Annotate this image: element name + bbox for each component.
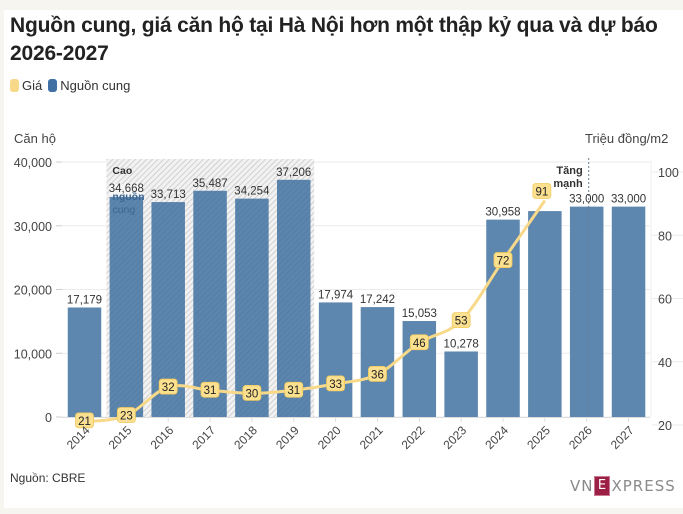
bar-labels: 17,179 34,668 33,713 35,487 34,254 37,206 17,9… <box>67 165 646 350</box>
x-tick-label: 2015 <box>106 423 135 452</box>
supply-bar-2023[interactable] <box>444 351 478 417</box>
logo-e-icon: E <box>594 476 611 496</box>
price-value-label: 36 <box>371 369 384 381</box>
price-point-marker[interactable] <box>116 407 136 423</box>
right-tick-label: 60 <box>658 293 672 307</box>
source-note: Nguồn: CBRE <box>10 471 86 485</box>
legend-label-price: Giá <box>22 78 43 93</box>
supply-bar-2014[interactable] <box>67 307 102 417</box>
price-value-label: 72 <box>497 256 510 268</box>
bar-value-label: 33,000 <box>569 194 604 206</box>
legend-label-supply: Nguồn cung <box>60 78 131 93</box>
x-tick-label: 2019 <box>273 423 302 452</box>
x-tick-label: 2018 <box>231 423 260 452</box>
price-point-marker[interactable] <box>284 381 304 398</box>
bar-value-label: 17,242 <box>360 294 395 306</box>
legend-item-price[interactable]: Giá <box>10 78 42 93</box>
bar-value-label: 15,053 <box>402 308 437 320</box>
price-point-marker[interactable] <box>409 334 429 351</box>
x-tick-label: 2016 <box>148 423 177 452</box>
price-value-label: 32 <box>162 382 175 394</box>
price-point-marker[interactable] <box>200 381 220 398</box>
bar-value-label: 37,206 <box>276 167 311 179</box>
supply-bar-2027[interactable] <box>611 206 646 417</box>
supply-bar-2021[interactable] <box>360 307 395 417</box>
chart-title: Nguồn cung, giá căn hộ tại Hà Nội hơn mộ… <box>10 14 658 65</box>
forecast-annotation-line2: mạnh <box>553 178 583 190</box>
left-tick-label: 20,000 <box>14 284 52 298</box>
logo-text-vn: VN <box>570 477 594 495</box>
logo-text-xpress: XPRESS <box>611 477 676 495</box>
x-tick-label: 2021 <box>357 423 386 452</box>
x-tick-label: 2020 <box>315 423 344 452</box>
price-value-label: 46 <box>413 338 426 350</box>
price-point-marker[interactable] <box>368 365 387 382</box>
price-value-label: 31 <box>287 385 300 397</box>
price-value-label: 53 <box>455 316 468 328</box>
bar-value-label: 34,668 <box>109 183 144 195</box>
left-tick-label: 40,000 <box>14 156 52 170</box>
band-annotation-line4: cung <box>112 204 135 216</box>
price-value-label: 31 <box>204 385 217 397</box>
right-tick-label: 100 <box>658 166 679 180</box>
supply-bar-2020[interactable] <box>318 302 353 417</box>
price-value-label: 91 <box>535 186 548 198</box>
right-tick-label: 80 <box>658 229 672 243</box>
legend-swatch-price <box>10 79 19 92</box>
supply-bar-2015[interactable] <box>109 195 144 417</box>
x-tick-label: 2025 <box>524 423 553 452</box>
supply-bar-2026[interactable] <box>569 206 604 417</box>
right-tick-label: 40 <box>658 356 672 370</box>
vnexpress-logo[interactable]: VN E XPRESS <box>570 476 676 496</box>
right-tick-label: 20 <box>658 419 672 433</box>
x-tick-label: 2027 <box>608 423 637 452</box>
price-point-marker[interactable] <box>451 312 471 329</box>
x-tick-label: 2026 <box>566 423 595 452</box>
left-tick-label: 10,000 <box>14 347 52 361</box>
price-value-label: 30 <box>246 388 259 400</box>
price-point-marker[interactable] <box>532 183 552 199</box>
price-point-marker[interactable] <box>242 384 262 401</box>
price-point-marker[interactable] <box>158 378 178 395</box>
forecast-annotation-line1: Tăng <box>556 165 582 177</box>
band-annotation-line1: Cao <box>112 165 132 177</box>
supply-bar-2017[interactable] <box>193 190 227 417</box>
legend-swatch-supply <box>48 79 58 92</box>
bar-value-label: 10,278 <box>444 338 479 350</box>
price-value-label: 23 <box>120 411 133 423</box>
left-tick-label: 0 <box>45 411 52 425</box>
price-point-marker[interactable] <box>493 252 513 268</box>
x-tick-label: 2023 <box>440 423 469 452</box>
x-tick-label: 2022 <box>399 423 428 452</box>
bar-value-label: 33,000 <box>611 194 646 206</box>
band-annotation-line3: nguồn <box>112 191 144 203</box>
legend: Giá Nguồn cung <box>10 78 130 93</box>
price-point-marker[interactable] <box>326 375 346 392</box>
x-tick-label: 2017 <box>189 423 218 452</box>
left-axis-title: Căn hộ <box>14 131 56 146</box>
right-axis-title: Triệu đồng/m2 <box>585 131 669 146</box>
bar-value-label: 34,254 <box>234 186 270 198</box>
x-tick-label: 2024 <box>482 423 511 452</box>
price-value-label: 33 <box>329 379 342 391</box>
supply-bar-2018[interactable] <box>235 198 269 417</box>
supply-bars <box>62 179 650 418</box>
legend-item-supply[interactable]: Nguồn cung <box>48 78 130 93</box>
bar-value-label: 33,713 <box>151 189 186 201</box>
bar-value-label: 17,974 <box>318 289 354 301</box>
bar-value-label: 17,179 <box>67 294 102 306</box>
left-tick-label: 30,000 <box>14 220 52 234</box>
bar-value-label: 30,958 <box>485 207 520 219</box>
supply-bar-2025[interactable] <box>528 211 562 417</box>
bar-value-label: 35,487 <box>192 178 227 190</box>
supply-bar-2024[interactable] <box>486 219 520 417</box>
supply-bar-2019[interactable] <box>277 179 311 417</box>
